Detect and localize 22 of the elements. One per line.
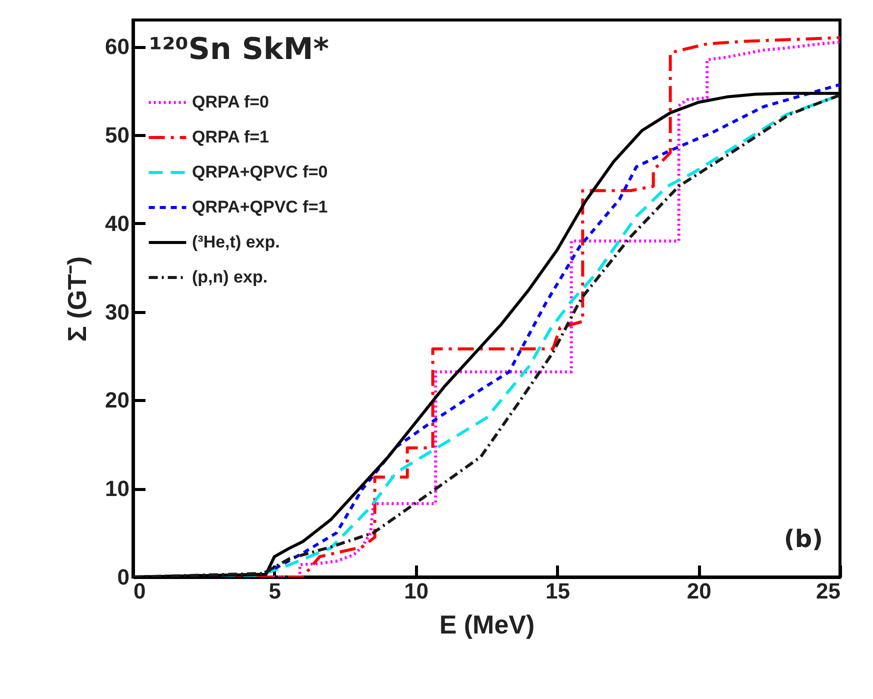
x-tick-label: 5 [268, 578, 282, 604]
x-tick-label: 10 [404, 578, 429, 604]
y-tick-label: 60 [105, 34, 130, 60]
legend-label: QRPA+QPVC f=1 [192, 198, 328, 216]
x-tick-label: 25 [816, 578, 840, 604]
legend-label: (p,n) exp. [192, 268, 268, 286]
legend-label: QRPA f=0 [192, 92, 269, 112]
y-axis-title: Σ (GT⁻) [62, 256, 92, 342]
y-tick-label: 40 [105, 210, 130, 236]
y-tick-label: 10 [105, 476, 130, 502]
legend-label: QRPA+QPVC f=0 [192, 162, 328, 182]
annotation: (b) [784, 525, 823, 553]
y-tick-label: 20 [105, 388, 130, 413]
x-tick-label: 0 [134, 578, 146, 604]
annotation: ¹²⁰Sn SkM* [149, 32, 330, 67]
y-tick-label: 30 [105, 299, 130, 324]
x-tick-label: 20 [686, 578, 712, 604]
legend-label: (³He,t) exp. [192, 232, 280, 252]
x-axis-title: E (MeV) [439, 610, 535, 640]
x-tick-label: 15 [545, 578, 570, 604]
y-tick-label: 50 [105, 122, 130, 148]
legend-label: QRPA f=1 [192, 128, 269, 146]
